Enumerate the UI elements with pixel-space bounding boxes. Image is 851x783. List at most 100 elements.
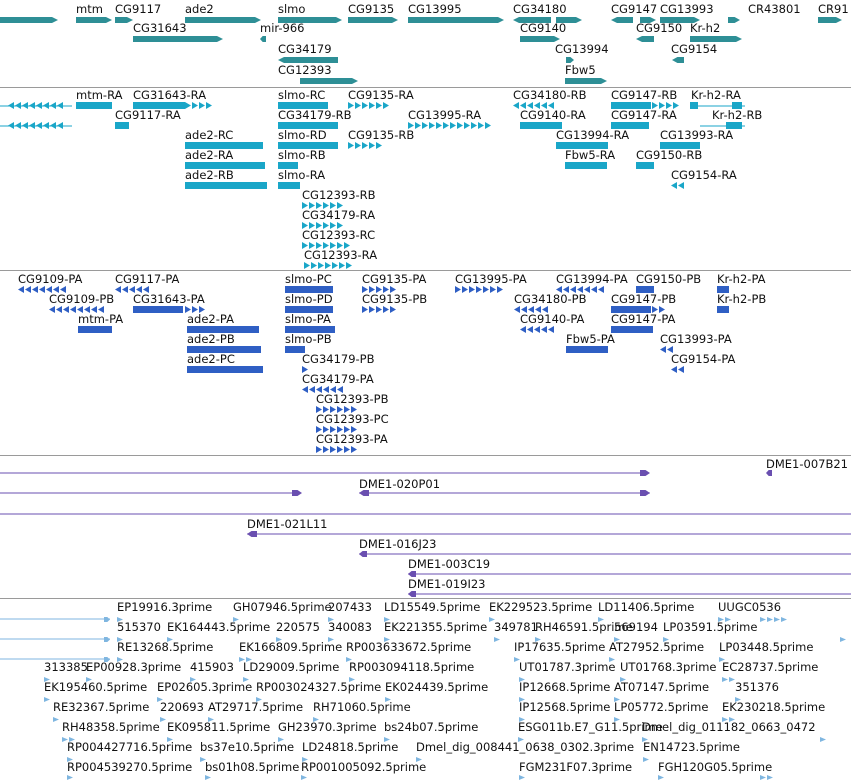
feature-glyph[interactable] xyxy=(690,102,698,109)
transcript-label[interactable]: ade2-PA xyxy=(187,312,234,326)
est-label[interactable]: IP12568.5prime xyxy=(519,700,611,714)
feature-glyph[interactable] xyxy=(556,142,608,149)
est-label[interactable]: bs24b07.5prime xyxy=(384,720,479,734)
transcript-label[interactable]: slmo-PA xyxy=(285,312,331,326)
est-label[interactable]: RP004539270.5prime xyxy=(67,760,193,774)
gene-label[interactable]: mtm xyxy=(76,2,103,16)
est-label[interactable]: 207433 xyxy=(328,600,372,614)
feature-glyph[interactable] xyxy=(726,122,742,129)
est-label[interactable]: LD24818.5prime xyxy=(302,740,399,754)
gene-label[interactable]: CG13993 xyxy=(660,2,714,16)
gene-label[interactable]: CG13994 xyxy=(555,42,609,56)
transcript-label[interactable]: CG31643-RA xyxy=(133,88,207,102)
feature-glyph[interactable] xyxy=(185,142,263,149)
transcript-label[interactable]: CG9154-PA xyxy=(671,352,736,366)
est-label[interactable]: RP003094118.5prime xyxy=(349,660,475,674)
feature-glyph[interactable] xyxy=(611,326,653,333)
transcript-label[interactable]: CG9140-PA xyxy=(520,312,585,326)
transcript-label[interactable]: slmo-PB xyxy=(285,332,332,346)
transcript-label[interactable]: CG9140-RA xyxy=(520,108,586,122)
transcript-label[interactable]: CG9154-RA xyxy=(671,168,737,182)
est-label[interactable]: EP19916.3prime xyxy=(117,600,213,614)
gene-label[interactable]: CG9147 xyxy=(611,2,658,16)
gene-label[interactable]: CG9117 xyxy=(115,2,162,16)
transcript-label[interactable]: ade2-RA xyxy=(185,148,234,162)
feature-glyph[interactable] xyxy=(611,122,649,129)
transcript-label[interactable]: CG9150-PB xyxy=(636,272,702,286)
est-label[interactable]: LD29009.5prime xyxy=(243,660,340,674)
transcript-label[interactable]: CG12393-PC xyxy=(316,412,389,426)
est-label[interactable]: Dmel_dig_008441_0638_0302.3prime xyxy=(416,740,635,754)
feature-glyph[interactable] xyxy=(187,366,263,373)
feature-glyph[interactable] xyxy=(133,102,185,109)
feature-glyph[interactable] xyxy=(636,286,654,293)
est-label[interactable]: AT27952.5prime xyxy=(609,640,705,654)
feature-glyph[interactable] xyxy=(78,326,112,333)
est-label[interactable]: GH07946.5prime xyxy=(233,600,332,614)
transcript-label[interactable]: CG9147-PA xyxy=(611,312,676,326)
est-label[interactable]: RP001005092.5prime xyxy=(301,760,427,774)
transcript-label[interactable]: ade2-RB xyxy=(185,168,234,182)
feature-glyph[interactable] xyxy=(611,306,651,313)
gene-label[interactable]: CG9140 xyxy=(520,21,567,35)
gene-label[interactable]: slmo xyxy=(278,2,306,16)
est-label[interactable]: RP003633672.5prime xyxy=(346,640,472,654)
feature-glyph[interactable] xyxy=(611,102,651,109)
transcript-label[interactable]: ade2-RC xyxy=(185,128,234,142)
transcript-label[interactable]: slmo-RD xyxy=(278,128,327,142)
feature-glyph[interactable] xyxy=(278,182,300,189)
est-label[interactable]: EN14723.5prime xyxy=(643,740,740,754)
transcript-label[interactable]: CG9135-RA xyxy=(348,88,414,102)
transcript-label[interactable]: CG13993-RA xyxy=(660,128,734,142)
est-label[interactable]: EP02605.3prime xyxy=(157,680,253,694)
transcript-label[interactable]: CG9150-RB xyxy=(636,148,703,162)
clone-label[interactable]: DME1-007B21 xyxy=(766,457,848,471)
est-label[interactable]: RH48358.5prime xyxy=(62,720,160,734)
clone-label[interactable]: DME1-016J23 xyxy=(359,537,437,551)
est-label[interactable]: GH23970.3prime xyxy=(278,720,377,734)
est-label[interactable]: 220575 xyxy=(276,620,320,634)
est-label[interactable]: EC28737.5prime xyxy=(722,660,819,674)
feature-glyph[interactable] xyxy=(285,326,335,333)
gene-label[interactable]: Fbw5 xyxy=(565,63,596,77)
transcript-label[interactable]: CG34179-PB xyxy=(302,352,375,366)
feature-glyph[interactable] xyxy=(285,286,333,293)
transcript-label[interactable]: Kr-h2-PB xyxy=(717,292,767,306)
transcript-label[interactable]: mtm-RA xyxy=(76,88,123,102)
est-label[interactable]: EK230218.5prime xyxy=(722,700,826,714)
est-label[interactable]: 349781 xyxy=(494,620,538,634)
clone-label[interactable]: DME1-003C19 xyxy=(408,557,491,571)
transcript-label[interactable]: CG34179-RA xyxy=(302,208,376,222)
est-label[interactable]: LD11406.5prime xyxy=(598,600,695,614)
transcript-label[interactable]: CG34180-RB xyxy=(513,88,587,102)
feature-glyph[interactable] xyxy=(285,306,333,313)
transcript-label[interactable]: CG13993-PA xyxy=(660,332,732,346)
transcript-label[interactable]: CG9109-PA xyxy=(18,272,83,286)
est-label[interactable]: Dmel_dig_011182_0663_0472 xyxy=(642,720,816,734)
est-label[interactable]: 351376 xyxy=(735,680,779,694)
feature-glyph[interactable] xyxy=(717,306,729,313)
est-label[interactable]: UUGC0536 xyxy=(718,600,782,614)
transcript-label[interactable]: CG9135-RB xyxy=(348,128,415,142)
feature-glyph[interactable] xyxy=(187,326,259,333)
est-label[interactable]: LP05772.5prime xyxy=(614,700,709,714)
gene-label[interactable]: CR43801 xyxy=(748,2,801,16)
transcript-label[interactable]: ade2-PC xyxy=(187,352,235,366)
feature-glyph[interactable] xyxy=(278,102,328,109)
gene-label[interactable]: CG31643 xyxy=(133,21,187,35)
feature-glyph[interactable] xyxy=(520,122,562,129)
transcript-label[interactable]: CG34179-RB xyxy=(278,108,352,122)
est-label[interactable]: EK195460.5prime xyxy=(44,680,148,694)
est-label[interactable]: ESG011b.E7_G11.5prime xyxy=(518,720,663,734)
est-label[interactable]: AT29717.5prime xyxy=(208,700,304,714)
transcript-label[interactable]: slmo-RC xyxy=(278,88,326,102)
est-label[interactable]: EK095811.5prime xyxy=(167,720,271,734)
transcript-label[interactable]: CG12393-PB xyxy=(316,392,389,406)
transcript-label[interactable]: Kr-h2-RA xyxy=(691,88,741,102)
est-label[interactable]: UT01787.3prime xyxy=(519,660,616,674)
gene-label[interactable]: CG9150 xyxy=(636,21,683,35)
est-label[interactable]: FGM231F07.3prime xyxy=(519,760,633,774)
feature-glyph[interactable] xyxy=(636,162,654,169)
transcript-label[interactable]: Kr-h2-RB xyxy=(712,108,763,122)
transcript-label[interactable]: CG9117-PA xyxy=(115,272,180,286)
